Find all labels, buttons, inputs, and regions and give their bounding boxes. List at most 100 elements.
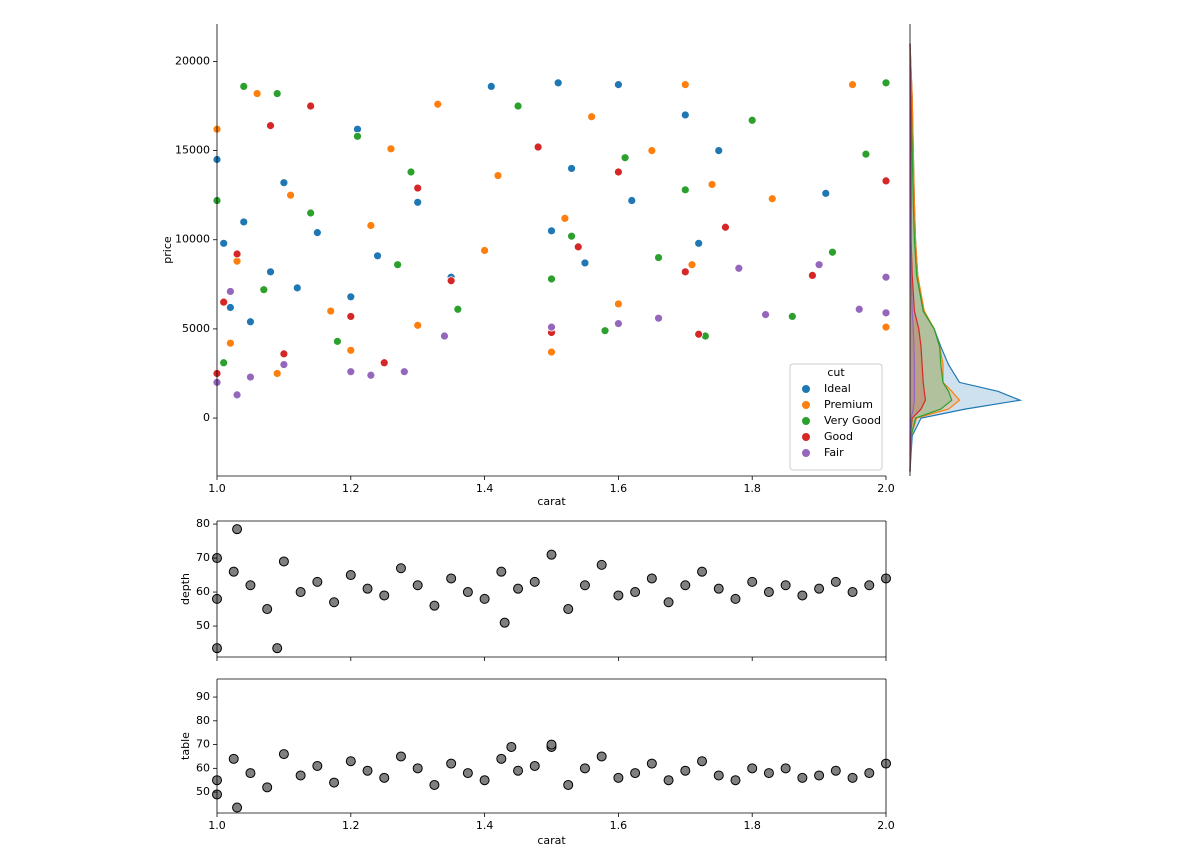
point [881, 176, 891, 186]
x-tick-label: 1.0 [208, 482, 226, 495]
point [680, 580, 691, 591]
point [567, 231, 576, 241]
point [687, 260, 697, 270]
point [366, 221, 376, 230]
x-tick-label: 1.6 [610, 819, 628, 832]
point [614, 167, 623, 177]
point [821, 188, 831, 198]
point [513, 765, 524, 776]
point [446, 276, 456, 286]
point [312, 760, 323, 771]
point [486, 82, 496, 91]
point [830, 765, 841, 776]
point [630, 587, 641, 598]
legend-marker [802, 385, 810, 393]
y-axis-label: depth [179, 573, 192, 605]
point [266, 267, 275, 277]
point [763, 587, 774, 598]
point [563, 604, 574, 615]
point [393, 260, 403, 270]
point [326, 306, 336, 316]
point [312, 228, 322, 238]
point [513, 583, 524, 594]
point [499, 617, 510, 628]
axes: 50 60 70 80 depth [179, 517, 891, 661]
point [547, 274, 556, 284]
point [219, 297, 229, 307]
point [262, 604, 273, 615]
point [446, 758, 457, 769]
point [413, 320, 423, 330]
axes [909, 24, 1023, 476]
point [279, 360, 289, 369]
kde-line [909, 43, 953, 472]
point [245, 768, 256, 779]
point [219, 358, 229, 368]
point [295, 770, 306, 781]
point [386, 144, 396, 154]
point [272, 89, 282, 98]
x-tick-label: 1.8 [743, 819, 761, 832]
y-tick-label: 80 [196, 714, 210, 727]
kde-line [909, 43, 927, 472]
legend-marker [802, 449, 810, 457]
point [861, 149, 871, 159]
point [613, 772, 624, 783]
point [496, 566, 507, 577]
legend-label: Fair [824, 446, 844, 459]
point [763, 768, 774, 779]
point [654, 253, 663, 262]
point [600, 326, 610, 336]
point [379, 772, 390, 783]
point [620, 153, 630, 163]
point [881, 322, 891, 332]
point [694, 329, 704, 339]
point [713, 770, 724, 781]
legend-marker [802, 433, 810, 441]
point [579, 763, 590, 774]
point [747, 115, 757, 125]
point [329, 777, 340, 788]
point [864, 768, 875, 779]
point [462, 587, 473, 598]
y-axis-label: price [161, 236, 174, 264]
point [646, 573, 657, 584]
point [797, 772, 808, 783]
point [278, 556, 289, 567]
point [767, 194, 777, 204]
x-tick-label: 1.4 [476, 482, 494, 495]
point [780, 580, 791, 591]
point [680, 110, 690, 120]
point [881, 272, 891, 282]
y-tick-label: 15000 [175, 144, 210, 157]
point [346, 292, 356, 302]
point [707, 180, 717, 189]
point [232, 390, 242, 400]
point [366, 370, 376, 380]
point [730, 593, 741, 604]
point [225, 303, 235, 312]
point [232, 524, 243, 535]
x-tick-label: 1.6 [610, 482, 628, 495]
point [646, 758, 657, 769]
point [479, 775, 490, 786]
point [306, 208, 316, 218]
point [627, 196, 637, 205]
point [614, 80, 623, 90]
y-axis-label: table [179, 732, 192, 760]
legend-label: Premium [824, 398, 873, 411]
point [614, 299, 623, 309]
point [560, 213, 570, 223]
point [413, 183, 423, 193]
point [395, 563, 406, 574]
point [279, 349, 289, 359]
point [553, 78, 563, 88]
point [480, 246, 490, 255]
point [663, 775, 674, 786]
point [399, 367, 409, 377]
point [353, 131, 362, 141]
point [563, 779, 574, 790]
point [496, 753, 507, 764]
point [395, 751, 406, 762]
